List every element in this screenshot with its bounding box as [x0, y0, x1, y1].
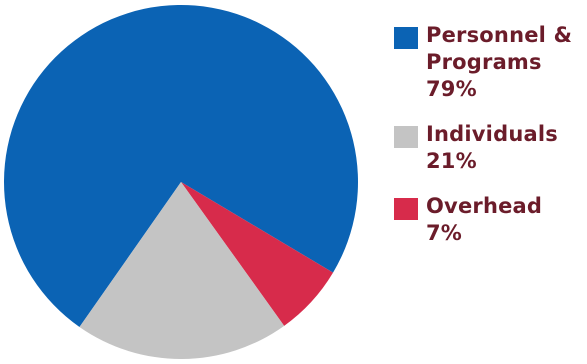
pie-slice-personnel-programs — [3, 4, 358, 327]
legend-item-individuals: Individuals 21% — [394, 121, 584, 175]
legend-label-personnel-programs-line2: Programs 79% — [426, 50, 542, 101]
pie-slice-overhead — [181, 182, 334, 326]
pie-slice-individuals — [79, 182, 285, 359]
legend-swatch-personnel-programs — [394, 27, 418, 49]
legend-label-individuals-line1: Individuals — [426, 122, 558, 146]
legend-swatch-overhead — [394, 198, 418, 220]
legend-label-overhead-line2: 7% — [426, 221, 463, 245]
legend-label-individuals-line2: 21% — [426, 149, 477, 173]
legend-label-overhead-line1: Overhead — [426, 194, 543, 218]
legend-item-overhead: Overhead 7% — [394, 193, 584, 247]
legend-label-personnel-programs-line1: Personnel & — [426, 23, 573, 47]
legend-swatch-individuals — [394, 126, 418, 148]
legend-item-personnel-programs: Personnel & Programs 79% — [394, 22, 584, 103]
chart-legend: Personnel & Programs 79% Individuals 21%… — [394, 22, 584, 265]
pie-chart — [3, 4, 358, 359]
